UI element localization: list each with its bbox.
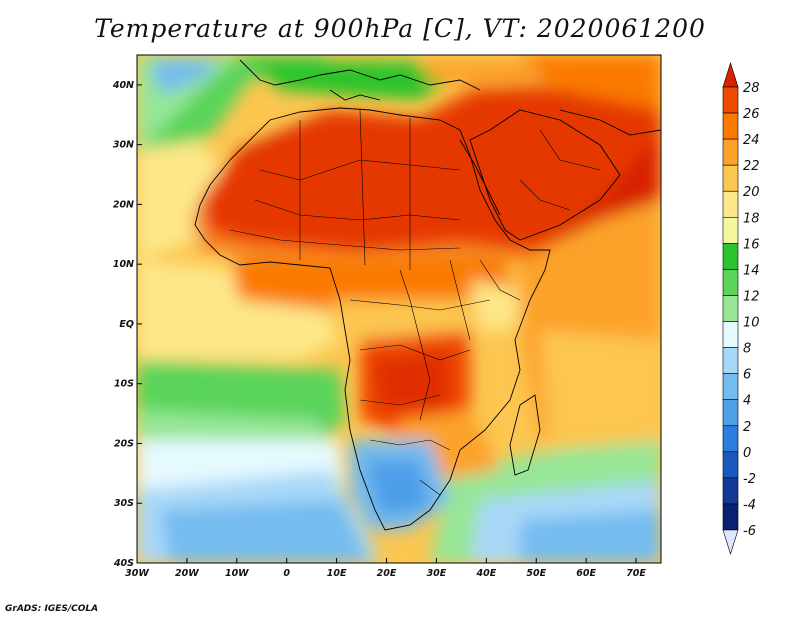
temperature-field — [137, 55, 661, 563]
colorbar-label: -6 — [743, 524, 756, 539]
lat-tick-label: 20S — [114, 438, 134, 449]
lon-tick-label: 30E — [427, 568, 447, 579]
colorbar-swatch — [722, 503, 739, 531]
lon-tick-label: 20E — [377, 568, 397, 579]
colorbar-swatch — [722, 425, 739, 453]
latitude-axis: 40N 30N 20N 10N EQ 10S 20S 30S 40S — [112, 80, 142, 569]
lat-tick-label: 10N — [113, 259, 134, 270]
colorbar-label: 0 — [743, 446, 751, 461]
colorbar-label: 10 — [743, 316, 760, 331]
colorbar-swatch — [722, 347, 739, 374]
colorbar-label: 22 — [743, 159, 760, 174]
lon-tick-label: 30W — [125, 568, 149, 579]
lat-tick-label: 20N — [113, 199, 134, 210]
colorbar-label: 16 — [743, 237, 760, 252]
lat-tick-label: 10S — [114, 379, 134, 390]
plot-title: Temperature at 900hPa [C], VT: 202006120… — [94, 14, 706, 43]
colorbar-swatch — [722, 112, 739, 140]
colorbar-swatch — [722, 269, 739, 296]
colorbar-swatch — [722, 190, 739, 218]
colorbar-label: 2 — [743, 420, 751, 435]
lat-tick-label: 40N — [112, 80, 134, 91]
plot-frame — [136, 54, 662, 564]
lon-tick-label: 0 — [283, 568, 290, 579]
lon-tick-label: 10E — [327, 568, 347, 579]
colorbar-swatch — [722, 216, 739, 244]
lon-tick-label: 70E — [626, 568, 646, 579]
lon-tick-label: 50E — [526, 568, 546, 579]
colorbar-swatch — [722, 295, 739, 322]
colorbar-swatch-below — [722, 529, 739, 556]
longitude-axis: 30W 20W 10W 0 10E 20E 30E 40E 50E 60E 70E — [125, 558, 646, 579]
colorbar-swatch — [722, 373, 739, 401]
lat-tick-label: 40S — [113, 558, 134, 569]
colorbar-swatch — [722, 451, 739, 479]
colorbar-label: 14 — [743, 263, 760, 278]
colorbar-label: 28 — [743, 81, 760, 96]
colorbar-swatch-above — [722, 61, 739, 88]
colorbar-label: 20 — [743, 185, 760, 200]
lat-tick-label: 30S — [114, 498, 134, 509]
country-borders — [229, 109, 601, 496]
colorbar-label: 26 — [743, 107, 760, 122]
lon-tick-label: 10W — [225, 568, 249, 579]
colorbar-label: 18 — [743, 211, 760, 226]
lon-tick-label: 60E — [576, 568, 596, 579]
colorbar-swatch — [722, 399, 739, 427]
coastlines — [194, 59, 661, 531]
colorbar-label: 8 — [743, 342, 751, 357]
lon-tick-label: 20W — [175, 568, 199, 579]
colorbar-swatch — [722, 321, 739, 348]
colorbar-swatch — [722, 138, 739, 166]
lat-tick-label: 30N — [113, 140, 134, 151]
colorbar-swatch — [722, 164, 739, 192]
colorbar-swatch — [722, 477, 739, 505]
colorbar-label: -2 — [743, 472, 756, 487]
colorbar-label: 4 — [743, 394, 751, 409]
colorbar-label: -4 — [743, 498, 756, 513]
colorbar-swatch — [722, 86, 739, 114]
credit-text: GrADS: IGES/COLA — [5, 604, 99, 614]
lon-tick-label: 40E — [475, 568, 496, 579]
colorbar-label: 12 — [743, 289, 760, 304]
colorbar-swatch — [722, 243, 739, 270]
colorbar-label: 6 — [743, 368, 751, 383]
colorbar-label: 24 — [743, 133, 760, 148]
lat-tick-label: EQ — [119, 319, 134, 330]
